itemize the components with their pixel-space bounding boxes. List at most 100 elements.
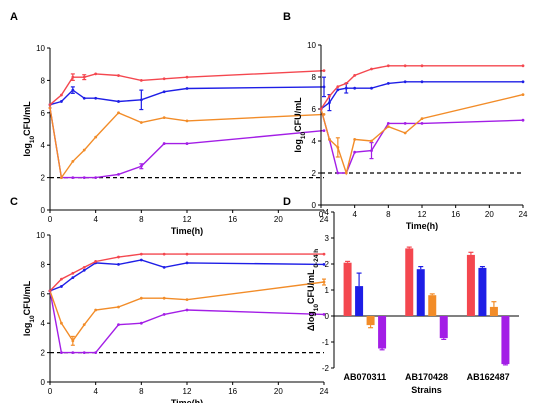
error-bar [406, 246, 412, 249]
data-point [60, 93, 63, 97]
data-point [117, 111, 120, 115]
data-point [403, 131, 407, 135]
data-point [185, 261, 189, 265]
data-point [521, 80, 525, 84]
data-point [403, 122, 407, 125]
error-bar [322, 278, 326, 286]
y-tick-label: 0 [41, 378, 46, 387]
data-point [48, 289, 52, 293]
data-point [353, 86, 357, 90]
data-point [82, 351, 86, 354]
data-point [94, 96, 98, 100]
series-red [319, 64, 525, 111]
error-bar [369, 142, 374, 160]
data-point [139, 296, 143, 300]
y-tick-label: 10 [36, 231, 45, 240]
panel-label: B [283, 11, 291, 23]
series-blue [48, 258, 326, 293]
series-line [320, 93, 524, 176]
error-bar [368, 325, 374, 329]
data-point [117, 255, 120, 259]
data-point [71, 160, 75, 163]
y-tick-label: -1 [322, 338, 330, 347]
data-point [82, 323, 86, 327]
data-point [344, 171, 348, 175]
data-point [162, 116, 166, 120]
data-point [185, 75, 189, 79]
y-tick-label: 8 [41, 76, 46, 85]
data-point [185, 119, 189, 123]
series-line [49, 107, 325, 179]
bar-purple [439, 316, 448, 339]
error-bar [345, 260, 351, 263]
x-tick-label: 24 [519, 210, 528, 219]
x-tick-label: 0 [48, 387, 53, 396]
x-tick-label: 8 [386, 210, 391, 219]
bar-blue [478, 267, 487, 316]
data-point [403, 64, 407, 68]
data-point [139, 252, 143, 256]
data-point [162, 296, 166, 300]
data-point [420, 64, 424, 68]
data-point [370, 86, 373, 90]
data-point [322, 263, 326, 266]
series-line [320, 108, 524, 174]
bar-orange [366, 316, 375, 326]
data-point [82, 176, 86, 180]
x-tick-label: 16 [228, 215, 237, 224]
series-line [49, 253, 324, 292]
data-point [162, 142, 166, 145]
y-tick-label: 10 [307, 41, 316, 50]
x-tick-label: 24 [320, 215, 329, 224]
y-tick-label: 8 [41, 260, 46, 269]
data-point [322, 312, 326, 316]
data-point [185, 142, 189, 145]
series-orange [319, 93, 525, 176]
y-tick-label: 2 [41, 349, 46, 358]
data-point [71, 276, 75, 280]
y-tick-label: 6 [41, 290, 46, 299]
data-point [322, 129, 326, 133]
data-point [420, 80, 424, 84]
data-point [420, 117, 424, 120]
data-point [521, 64, 525, 68]
y-tick-label: 1 [325, 286, 330, 295]
x-tick-label: 16 [228, 387, 237, 396]
data-point [94, 72, 98, 76]
error-bar [322, 76, 326, 98]
data-point [117, 323, 120, 327]
data-point [82, 148, 86, 152]
bar-purple [501, 316, 510, 365]
bar-blue [355, 286, 364, 316]
data-point [60, 285, 63, 288]
y-tick-label: 4 [312, 137, 317, 146]
data-point [185, 87, 189, 90]
data-point [82, 268, 86, 272]
series-line [49, 86, 325, 106]
y-tick-label: -2 [322, 364, 330, 373]
x-tick-label: 20 [485, 210, 494, 219]
x-axis-label: Strains [411, 385, 442, 395]
x-tick-label: 20 [274, 215, 283, 224]
series-orange [48, 278, 326, 346]
data-point [185, 308, 189, 312]
error-bar [82, 74, 87, 81]
error-bar [441, 338, 447, 340]
data-point [386, 82, 390, 85]
error-bar [418, 266, 424, 270]
data-point [319, 107, 323, 111]
error-bar [502, 364, 508, 366]
x-tick-label: 8 [139, 387, 144, 396]
y-tick-label: 8 [312, 73, 317, 82]
x-tick-label: 0 [319, 210, 324, 219]
data-point [60, 351, 63, 354]
data-point [336, 88, 340, 92]
data-point [82, 96, 86, 100]
data-point [386, 64, 390, 68]
y-tick-label: 2 [325, 260, 330, 269]
data-point [162, 312, 166, 316]
data-point [344, 82, 348, 85]
error-bar [70, 86, 75, 94]
x-tick-label: 16 [451, 210, 460, 219]
